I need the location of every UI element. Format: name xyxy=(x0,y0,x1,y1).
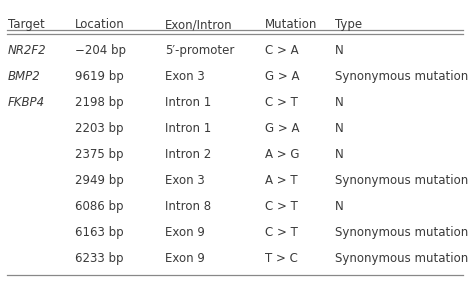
Text: C > A: C > A xyxy=(265,44,298,57)
Text: T > C: T > C xyxy=(265,252,298,265)
Text: Exon 3: Exon 3 xyxy=(165,174,205,187)
Text: Intron 1: Intron 1 xyxy=(165,96,211,109)
Text: Synonymous mutation: Synonymous mutation xyxy=(335,174,468,187)
Text: 6163 bp: 6163 bp xyxy=(75,226,124,239)
Text: Intron 8: Intron 8 xyxy=(165,200,211,213)
Text: Location: Location xyxy=(75,18,125,31)
Text: G > A: G > A xyxy=(265,70,299,83)
Text: C > T: C > T xyxy=(265,200,298,213)
Text: G > A: G > A xyxy=(265,122,299,135)
Text: 2949 bp: 2949 bp xyxy=(75,174,124,187)
Text: Exon 9: Exon 9 xyxy=(165,226,205,239)
Text: Exon 3: Exon 3 xyxy=(165,70,205,83)
Text: Synonymous mutation: Synonymous mutation xyxy=(335,70,468,83)
Text: C > T: C > T xyxy=(265,96,298,109)
Text: N: N xyxy=(335,44,344,57)
Text: FKBP4: FKBP4 xyxy=(8,96,45,109)
Text: N: N xyxy=(335,200,344,213)
Text: Intron 1: Intron 1 xyxy=(165,122,211,135)
Text: C > T: C > T xyxy=(265,226,298,239)
Text: 6233 bp: 6233 bp xyxy=(75,252,124,265)
Text: Exon/Intron: Exon/Intron xyxy=(165,18,233,31)
Text: 9619 bp: 9619 bp xyxy=(75,70,124,83)
Text: Exon 9: Exon 9 xyxy=(165,252,205,265)
Text: Synonymous mutation: Synonymous mutation xyxy=(335,252,468,265)
Text: −204 bp: −204 bp xyxy=(75,44,126,57)
Text: 2198 bp: 2198 bp xyxy=(75,96,124,109)
Text: 5′-promoter: 5′-promoter xyxy=(165,44,235,57)
Text: Synonymous mutation: Synonymous mutation xyxy=(335,226,468,239)
Text: N: N xyxy=(335,148,344,161)
Text: N: N xyxy=(335,122,344,135)
Text: 2203 bp: 2203 bp xyxy=(75,122,124,135)
Text: NR2F2: NR2F2 xyxy=(8,44,47,57)
Text: Target: Target xyxy=(8,18,45,31)
Text: N: N xyxy=(335,96,344,109)
Text: BMP2: BMP2 xyxy=(8,70,41,83)
Text: 2375 bp: 2375 bp xyxy=(75,148,124,161)
Text: A > T: A > T xyxy=(265,174,298,187)
Text: Type: Type xyxy=(335,18,362,31)
Text: 6086 bp: 6086 bp xyxy=(75,200,124,213)
Text: A > G: A > G xyxy=(265,148,299,161)
Text: Mutation: Mutation xyxy=(265,18,317,31)
Text: Intron 2: Intron 2 xyxy=(165,148,211,161)
